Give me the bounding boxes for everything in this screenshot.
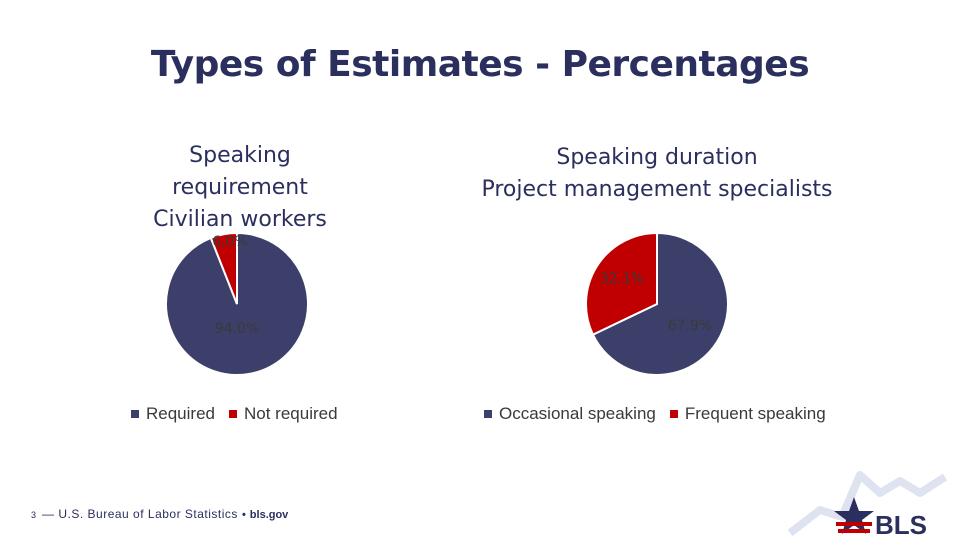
logo-text: BLS (875, 510, 927, 540)
pie-2-slice-frequent-speaking (585, 231, 658, 336)
chart-2-title-line-2: Project management specialists (481, 177, 833, 202)
legend-label-not-required: Not required (244, 404, 338, 423)
pie-1-data-label-2: 6,0% (212, 234, 248, 250)
legend-entry-required: Required (131, 404, 215, 424)
pie-2-slice-occasional-speaking (591, 231, 729, 376)
pie-2-data-label-1: 67,9% (668, 318, 712, 334)
footer-org: — U.S. Bureau of Labor Statistics (42, 507, 238, 521)
pie-1-slice-not-required (209, 231, 238, 305)
legend-swatch-frequent (669, 410, 678, 418)
page-number: 3 (31, 510, 37, 520)
chart-2-legend: Occasional speaking Frequent speaking (484, 404, 840, 424)
legend-swatch-not-required (229, 410, 237, 418)
legend-swatch-required (131, 410, 139, 418)
chart-1-title-line-2: Civilian workers (153, 207, 327, 232)
legend-entry-frequent: Frequent speaking (669, 404, 826, 424)
chart-2-title-line-1: Speaking duration (556, 145, 758, 170)
footer-site: bls.gov (249, 509, 289, 521)
logo-star-icon (834, 497, 874, 534)
legend-label-required: Required (146, 404, 215, 423)
legend-label-occasional: Occasional speaking (499, 404, 656, 423)
legend-entry-not-required: Not required (229, 404, 338, 424)
chart-1-legend: Required Not required (131, 404, 352, 424)
pie-1-data-label-1: 94,0% (215, 321, 259, 337)
chart-1-title-line-1: Speaking requirement (172, 143, 308, 200)
chart-2-title: Speaking duration Project management spe… (460, 142, 854, 206)
bls-logo: BLS (787, 471, 948, 540)
logo-stripe-2 (838, 529, 870, 533)
logo-stripe (836, 522, 872, 526)
legend-swatch-occasional (484, 410, 492, 418)
logo-trend-line (787, 471, 948, 537)
pie-2-data-label-2: 32,1% (600, 271, 644, 287)
footer: 3 — U.S. Bureau of Labor Statistics • bl… (31, 507, 288, 521)
legend-label-frequent: Frequent speaking (684, 404, 826, 423)
legend-entry-occasional: Occasional speaking (484, 404, 656, 424)
slide-title: Types of Estimates - Percentages (150, 44, 810, 85)
footer-separator: • (241, 509, 246, 521)
chart-1-title: Speaking requirement Civilian workers (120, 140, 360, 236)
